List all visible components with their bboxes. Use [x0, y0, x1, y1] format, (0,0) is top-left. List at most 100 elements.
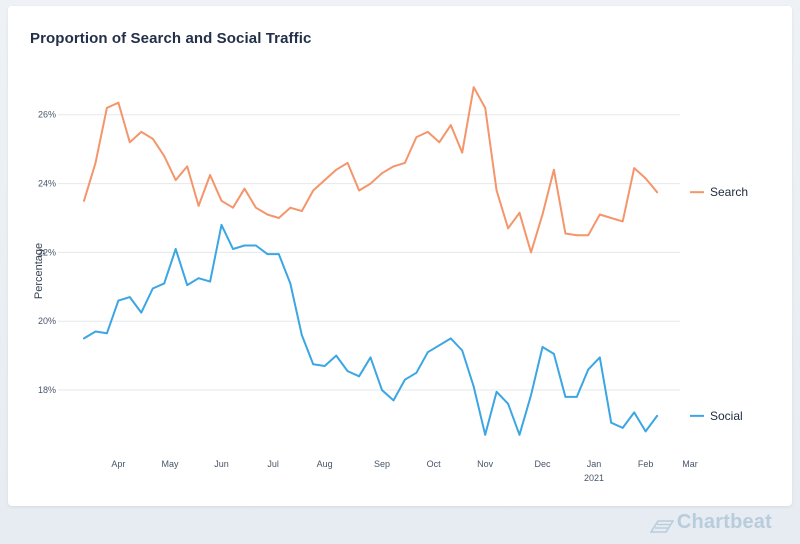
search-data-point [553, 168, 555, 171]
search-data-point [346, 162, 349, 164]
x-tick-label: Jun [214, 459, 229, 469]
chartbeat-logo-text: Chartbeat [676, 511, 772, 533]
social-data-point [392, 399, 395, 402]
search-data-point [300, 210, 303, 213]
search-legend-label: Search [710, 185, 748, 199]
search-data-point [426, 131, 429, 133]
social-data-point [461, 349, 464, 352]
search-data-point [335, 168, 338, 171]
search-data-point [656, 191, 658, 194]
search-data-point [163, 155, 166, 157]
search-data-point [564, 232, 567, 235]
social-data-point [289, 282, 292, 285]
social-data-point [312, 363, 315, 366]
search-data-point [83, 199, 85, 202]
search-data-point [312, 189, 315, 192]
x-tick-label: Apr [111, 459, 125, 469]
y-tick-label: 24% [38, 179, 56, 189]
social-data-point [381, 389, 383, 391]
search-data-point [575, 234, 578, 237]
search-series-line [83, 86, 659, 254]
x-tick-label: Nov [477, 459, 494, 469]
social-data-point [426, 351, 429, 354]
search-data-point [392, 165, 395, 168]
social-data-point [404, 378, 406, 381]
search-data-point [598, 213, 601, 216]
search-data-point [472, 86, 475, 89]
search-data-point [151, 137, 154, 140]
search-data-point [449, 124, 452, 126]
social-data-point [415, 371, 418, 374]
y-tick-label: 22% [38, 247, 56, 257]
social-data-point [186, 284, 189, 286]
social-data-point [209, 280, 212, 283]
search-data-point [484, 107, 487, 109]
social-data-point [266, 253, 269, 256]
search-data-point [507, 227, 509, 230]
chart-card [8, 6, 792, 506]
x-tick-label: Feb [638, 459, 654, 469]
search-data-point [438, 141, 441, 144]
search-data-point [369, 182, 372, 185]
social-data-point [575, 396, 578, 398]
social-data-point [335, 354, 338, 357]
search-data-point [174, 179, 177, 182]
x-tick-label: Oct [427, 459, 442, 469]
social-data-point [598, 356, 601, 359]
y-axis-label: Percentage [33, 243, 45, 299]
social-data-point [106, 332, 108, 335]
social-data-point [587, 368, 590, 371]
social-data-point [117, 299, 120, 302]
search-data-point [358, 189, 360, 192]
social-data-point [232, 248, 234, 250]
social-data-point [128, 296, 131, 298]
social-data-point [438, 344, 441, 347]
social-data-point [530, 394, 532, 397]
search-data-point [541, 213, 544, 216]
chartbeat-logo: Chartbeat [649, 511, 772, 534]
social-data-point [610, 421, 613, 424]
search-data-point [610, 217, 613, 219]
search-data-point [289, 206, 292, 209]
legend: Search Social [690, 185, 748, 423]
chartbeat-logo-icon [649, 516, 675, 533]
series-layer [83, 86, 659, 436]
x-tick-label: Sep [374, 459, 390, 469]
search-data-point [415, 136, 418, 139]
social-data-point [358, 375, 360, 378]
search-data-point [117, 101, 120, 104]
social-series-line [83, 223, 659, 436]
social-data-point [220, 224, 223, 226]
social-data-point [656, 415, 658, 417]
search-data-point [209, 174, 212, 176]
social-data-point [484, 433, 487, 436]
social-data-point [495, 390, 498, 393]
x-tick-label: Aug [317, 459, 333, 469]
social-data-point [472, 385, 475, 388]
search-data-point [277, 217, 280, 219]
search-data-point [186, 165, 189, 168]
search-data-point [266, 213, 269, 216]
search-data-point [140, 131, 143, 133]
social-data-point [300, 334, 303, 336]
social-data-point [140, 311, 143, 314]
search-data-point [621, 220, 624, 223]
search-data-point [94, 162, 97, 164]
x-tick-label: Dec [534, 459, 551, 469]
social-data-point [277, 253, 280, 256]
y-tick-label: 20% [38, 316, 56, 326]
social-data-point [94, 330, 97, 333]
social-data-point [346, 370, 349, 372]
search-data-point [644, 177, 647, 180]
search-data-point [243, 187, 246, 190]
social-data-point [243, 244, 246, 247]
search-data-point [106, 107, 108, 109]
search-data-point [128, 141, 131, 144]
y-tick-label: 18% [38, 385, 56, 395]
x-year-label: 2021 [584, 473, 604, 483]
grid-layer [58, 114, 680, 391]
x-tick-label: Jul [267, 459, 279, 469]
x-tick-label: May [161, 459, 179, 469]
search-data-point [530, 251, 532, 254]
search-data-point [323, 179, 326, 182]
